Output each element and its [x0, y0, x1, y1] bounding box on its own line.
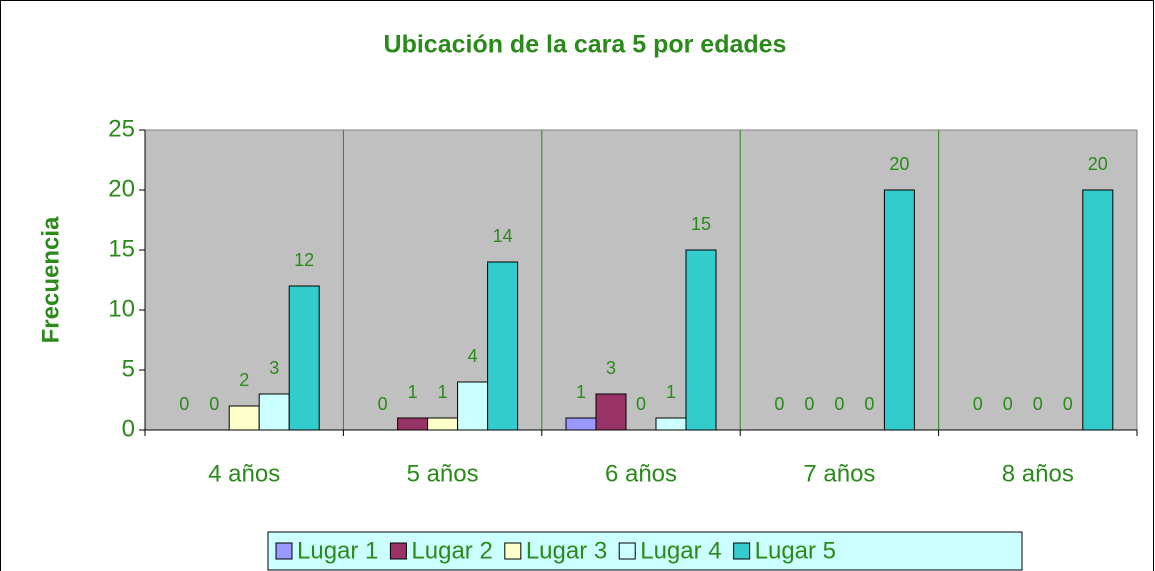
bar [487, 261, 519, 431]
data-label: 0 [864, 394, 874, 414]
data-label: 0 [378, 394, 388, 414]
bar [1082, 189, 1114, 431]
chart-title: Ubicación de la cara 5 por edades [384, 31, 787, 59]
y-tick-label: 5 [122, 355, 135, 382]
data-label: 3 [269, 358, 279, 378]
bar [258, 393, 290, 431]
legend-swatch [389, 542, 407, 560]
x-tick-label: 6 años [605, 460, 677, 487]
data-label: 20 [889, 154, 909, 174]
data-label: 2 [239, 370, 249, 390]
data-label: 1 [438, 382, 448, 402]
data-label: 0 [973, 394, 983, 414]
x-tick-label: 8 años [1002, 460, 1074, 487]
legend-swatch [618, 542, 636, 560]
data-label: 20 [1088, 154, 1108, 174]
legend-label: Lugar 3 [526, 537, 607, 564]
x-tick-label: 4 años [208, 460, 280, 487]
y-tick-label: 25 [108, 115, 135, 142]
data-label: 4 [468, 346, 478, 366]
data-label: 0 [834, 394, 844, 414]
legend-label: Lugar 4 [640, 537, 721, 564]
y-tick-label: 10 [108, 295, 135, 322]
data-label: 12 [294, 250, 314, 270]
data-label: 0 [636, 394, 646, 414]
data-label: 14 [493, 226, 513, 246]
bar [685, 249, 717, 431]
bar [595, 393, 627, 431]
bar [655, 417, 687, 431]
data-label: 0 [1033, 394, 1043, 414]
data-label: 0 [1063, 394, 1073, 414]
bar [565, 417, 597, 431]
data-label: 0 [209, 394, 219, 414]
bar [883, 189, 915, 431]
data-label: 1 [576, 382, 586, 402]
data-label: 15 [691, 214, 711, 234]
data-label: 0 [179, 394, 189, 414]
data-label: 1 [408, 382, 418, 402]
data-label: 1 [666, 382, 676, 402]
data-label: 0 [774, 394, 784, 414]
legend-swatch [504, 542, 522, 560]
legend-label: Lugar 2 [411, 537, 492, 564]
legend-label: Lugar 5 [755, 537, 836, 564]
x-tick-label: 7 años [803, 460, 875, 487]
y-tick-label: 20 [108, 175, 135, 202]
data-label: 3 [606, 358, 616, 378]
y-tick-label: 0 [122, 415, 135, 442]
bar [457, 381, 489, 431]
y-tick-label: 15 [108, 235, 135, 262]
bar [397, 417, 429, 431]
data-label: 0 [804, 394, 814, 414]
data-label: 0 [1003, 394, 1013, 414]
x-tick-label: 5 años [407, 460, 479, 487]
legend-swatch [733, 542, 751, 560]
y-axis-title: Frecuencia [37, 216, 64, 343]
legend-swatch [275, 542, 293, 560]
legend-label: Lugar 1 [297, 537, 378, 564]
bar [228, 405, 260, 431]
bar [288, 285, 320, 431]
bar [427, 417, 459, 431]
